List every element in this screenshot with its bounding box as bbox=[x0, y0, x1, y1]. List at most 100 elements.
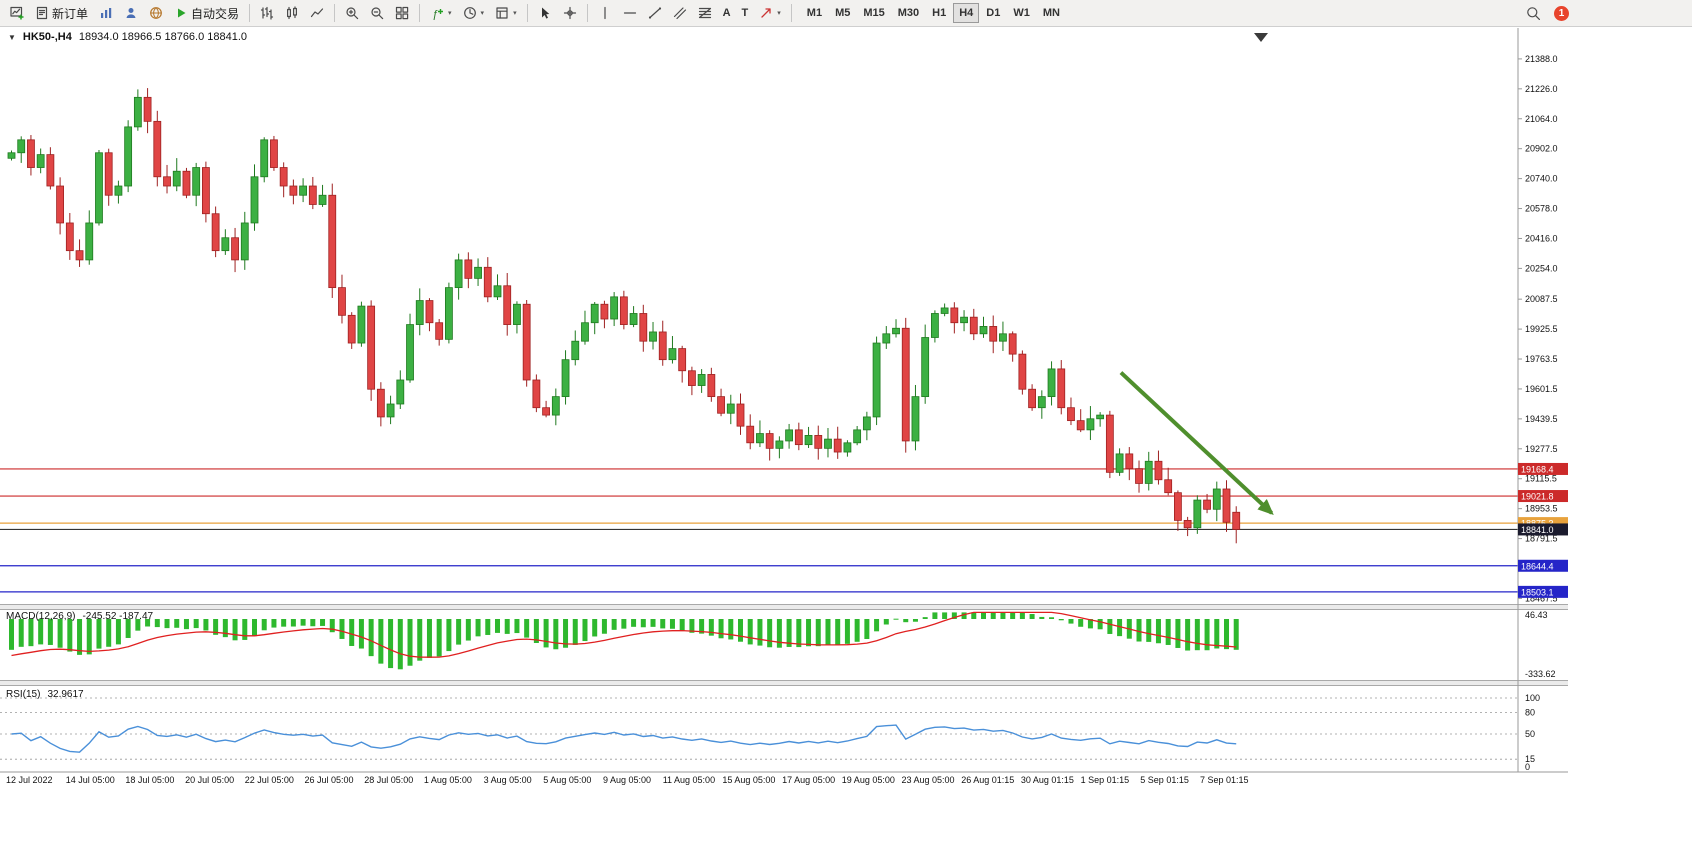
fibonacci-tool-button[interactable] bbox=[693, 2, 717, 24]
equidistant-channel-icon bbox=[673, 7, 686, 20]
chevron-down-icon: ▾ bbox=[777, 10, 781, 17]
tile-windows-icon bbox=[395, 6, 409, 20]
search-button[interactable] bbox=[1521, 2, 1546, 24]
chart-shift-marker-icon[interactable] bbox=[1254, 33, 1268, 42]
line-chart-icon bbox=[310, 8, 324, 18]
svg-text:21064.0: 21064.0 bbox=[1525, 114, 1558, 124]
time-axis[interactable]: 12 Jul 2022 14 Jul 05:00 18 Jul 05:00 20 Ju… bbox=[6, 775, 1249, 785]
rsi-line bbox=[11, 724, 1237, 753]
svg-text:20740.0: 20740.0 bbox=[1525, 174, 1558, 184]
svg-text:18791.5: 18791.5 bbox=[1525, 534, 1558, 544]
svg-text:18953.5: 18953.5 bbox=[1525, 504, 1558, 514]
timeframe-h1-button[interactable]: H1 bbox=[926, 3, 952, 23]
svg-text:18644.4: 18644.4 bbox=[1521, 561, 1554, 571]
timeframe-m30-button[interactable]: M30 bbox=[892, 3, 925, 23]
horizontal-line-tool-button[interactable] bbox=[618, 2, 642, 24]
svg-text:26 Jul 05:00: 26 Jul 05:00 bbox=[305, 775, 354, 785]
macd-signal-line bbox=[11, 611, 1237, 658]
label-tool-icon: T bbox=[741, 7, 749, 19]
svg-text:21388.0: 21388.0 bbox=[1525, 54, 1558, 64]
market-watch-button[interactable] bbox=[94, 2, 118, 24]
bars-chart-icon bbox=[260, 6, 274, 20]
zoom-out-button[interactable] bbox=[365, 2, 389, 24]
candles-chart-mode-button[interactable] bbox=[280, 2, 304, 24]
templates-button[interactable]: ▾ bbox=[490, 2, 522, 24]
svg-text:5 Sep 01:15: 5 Sep 01:15 bbox=[1140, 775, 1189, 785]
cursor-tool-button[interactable] bbox=[533, 2, 557, 24]
svg-text:19925.5: 19925.5 bbox=[1525, 324, 1558, 334]
svg-text:19439.5: 19439.5 bbox=[1525, 414, 1558, 424]
toolbar-separator bbox=[586, 4, 588, 22]
svg-text:19601.5: 19601.5 bbox=[1525, 384, 1558, 394]
svg-text:15: 15 bbox=[1525, 754, 1535, 764]
horizontal-line-icon bbox=[623, 12, 636, 14]
chevron-down-icon: ▾ bbox=[480, 10, 485, 17]
panel-separator[interactable] bbox=[0, 680, 1568, 686]
periods-button[interactable]: ▾ bbox=[458, 2, 490, 24]
trend-arrow[interactable] bbox=[1119, 371, 1274, 516]
support-button[interactable] bbox=[119, 2, 143, 24]
svg-text:19021.8: 19021.8 bbox=[1521, 492, 1554, 502]
new-order-button[interactable]: 新订单 bbox=[30, 2, 93, 24]
vertical-line-tool-button[interactable] bbox=[593, 2, 617, 24]
svg-text:23 Aug 05:00: 23 Aug 05:00 bbox=[902, 775, 955, 785]
svg-text:19277.5: 19277.5 bbox=[1525, 444, 1558, 454]
toolbar-separator bbox=[526, 4, 528, 22]
candles-chart-icon bbox=[287, 6, 298, 20]
svg-text:50: 50 bbox=[1525, 729, 1535, 739]
vertical-line-icon bbox=[603, 6, 606, 20]
indicators-icon: ƒ bbox=[432, 9, 444, 20]
svg-text:15 Aug 05:00: 15 Aug 05:00 bbox=[722, 775, 775, 785]
svg-text:20087.5: 20087.5 bbox=[1525, 294, 1558, 304]
new-chart-button[interactable] bbox=[5, 2, 29, 24]
timeframe-h4-button[interactable]: H4 bbox=[953, 3, 980, 23]
panel-separator[interactable] bbox=[0, 604, 1568, 610]
svg-text:9 Aug 05:00: 9 Aug 05:00 bbox=[603, 775, 651, 785]
bar-chart-mode-button[interactable] bbox=[255, 2, 279, 24]
trendline-tool-button[interactable] bbox=[643, 2, 667, 24]
text-tool-icon: A bbox=[722, 7, 731, 19]
svg-text:100: 100 bbox=[1525, 693, 1540, 703]
svg-text:18841.0: 18841.0 bbox=[1521, 525, 1554, 535]
new-order-label: 新订单 bbox=[52, 6, 89, 21]
timeframe-m5-button[interactable]: M5 bbox=[829, 3, 856, 23]
timeframe-mn-button[interactable]: MN bbox=[1037, 3, 1066, 23]
chevron-down-icon: ▾ bbox=[513, 10, 517, 17]
svg-text:14 Jul 05:00: 14 Jul 05:00 bbox=[66, 775, 115, 785]
tile-windows-button[interactable] bbox=[390, 2, 414, 24]
timeframe-m1-button[interactable]: M1 bbox=[801, 3, 828, 23]
indicators-button[interactable]: ƒ ▾ bbox=[425, 2, 457, 24]
timeframe-d1-button[interactable]: D1 bbox=[980, 3, 1006, 23]
chart-window[interactable]: 21388.0 21226.0 21064.0 20902.0 20740.0 20578… bbox=[0, 28, 1568, 790]
community-button[interactable] bbox=[144, 2, 168, 24]
zoom-in-button[interactable] bbox=[340, 2, 364, 24]
svg-text:1 Aug 05:00: 1 Aug 05:00 bbox=[424, 775, 472, 785]
timeframe-w1-button[interactable]: W1 bbox=[1007, 3, 1036, 23]
svg-text:19 Aug 05:00: 19 Aug 05:00 bbox=[842, 775, 895, 785]
text-tool-button[interactable]: A bbox=[718, 2, 736, 24]
rsi-levels bbox=[0, 697, 1518, 760]
line-chart-mode-button[interactable] bbox=[305, 2, 329, 24]
svg-text:12 Jul 2022: 12 Jul 2022 bbox=[6, 775, 53, 785]
notification-badge[interactable]: 1 bbox=[1554, 5, 1569, 21]
price-axis[interactable]: 21388.0 21226.0 21064.0 20902.0 20740.0 20578… bbox=[0, 28, 1568, 773]
channel-tool-button[interactable] bbox=[668, 2, 692, 24]
svg-text:-333.62: -333.62 bbox=[1525, 669, 1556, 679]
fibonacci-icon bbox=[698, 7, 711, 19]
svg-text:17 Aug 05:00: 17 Aug 05:00 bbox=[782, 775, 835, 785]
timeframe-m15-button[interactable]: M15 bbox=[857, 3, 890, 23]
label-tool-button[interactable]: T bbox=[737, 2, 754, 24]
autotrading-button[interactable]: 自动交易 bbox=[169, 2, 244, 24]
crosshair-tool-button[interactable] bbox=[558, 2, 582, 24]
svg-text:18 Jul 05:00: 18 Jul 05:00 bbox=[125, 775, 174, 785]
toolbar-separator bbox=[334, 4, 336, 22]
horizontal-level-lines[interactable] bbox=[0, 468, 1518, 593]
svg-text:46.43: 46.43 bbox=[1525, 610, 1548, 620]
svg-text:20254.0: 20254.0 bbox=[1525, 263, 1558, 273]
clock-icon bbox=[463, 7, 476, 19]
chevron-down-icon: ▾ bbox=[448, 10, 452, 17]
arrows-tool-button[interactable]: ▾ bbox=[754, 2, 786, 24]
chart-canvas[interactable]: 21388.0 21226.0 21064.0 20902.0 20740.0 20578… bbox=[0, 28, 1568, 790]
candlestick-series bbox=[7, 88, 1241, 544]
